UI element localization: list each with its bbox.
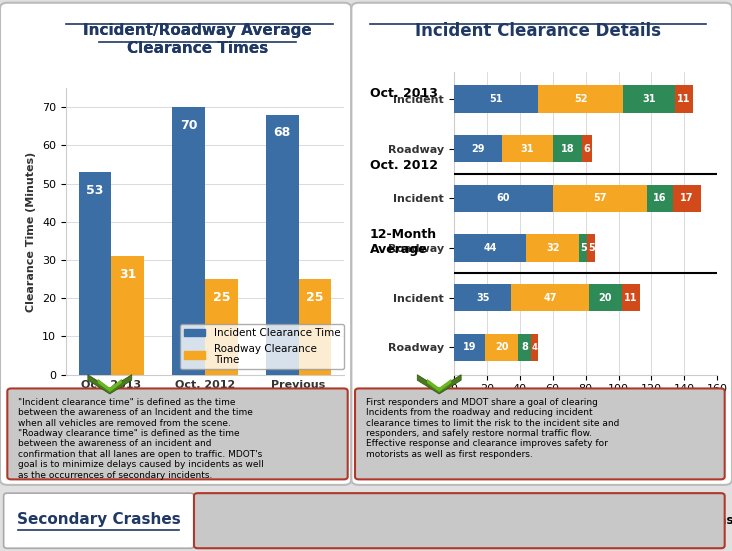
Text: Secondary Crashes.: Secondary Crashes.	[630, 514, 732, 527]
Bar	[624, 85, 675, 113]
Text: 52: 52	[574, 94, 587, 104]
Bar	[622, 284, 640, 311]
Text: 70: 70	[180, 118, 198, 132]
Bar	[583, 135, 592, 163]
Bar	[454, 85, 538, 113]
Bar	[454, 284, 512, 311]
Bar	[646, 185, 673, 212]
Text: 29: 29	[471, 144, 485, 154]
Text: 51: 51	[489, 94, 503, 104]
Bar	[526, 234, 579, 262]
Bar	[518, 333, 531, 361]
Text: Clearance Times: Clearance Times	[127, 41, 268, 56]
Bar	[485, 333, 518, 361]
Text: Incident Clearance Details: Incident Clearance Details	[415, 22, 661, 40]
Bar	[454, 185, 553, 212]
Text: total crashes this month,: total crashes this month,	[303, 514, 459, 527]
Text: 53: 53	[86, 183, 104, 197]
Bar	[172, 107, 205, 375]
Text: Incident/Roadway Average: Incident/Roadway Average	[83, 23, 312, 38]
Bar	[299, 279, 332, 375]
Bar	[538, 85, 624, 113]
Bar	[587, 234, 596, 262]
Text: Oct. 2013: Oct. 2013	[370, 87, 438, 100]
Y-axis label: Clearance Time (Minutes): Clearance Time (Minutes)	[26, 152, 37, 311]
Text: 25: 25	[212, 290, 230, 304]
Text: 16: 16	[653, 193, 666, 203]
Text: 31: 31	[119, 268, 136, 280]
Text: 22 (19 percent): 22 (19 percent)	[487, 514, 579, 527]
Text: 32: 32	[546, 243, 559, 253]
Text: 8: 8	[521, 342, 528, 352]
Bar	[454, 333, 485, 361]
Text: 19: 19	[463, 342, 477, 352]
Text: 44: 44	[483, 243, 497, 253]
Bar	[501, 135, 553, 163]
Bar	[675, 85, 692, 113]
Text: 17: 17	[680, 193, 694, 203]
Bar	[512, 284, 589, 311]
Text: 31: 31	[642, 94, 656, 104]
Text: 11: 11	[677, 94, 690, 104]
Legend: 0-29 Minutes, 30-59 Minutes, 60-119 Minutes, 120+ Minutes: 0-29 Minutes, 30-59 Minutes, 60-119 Minu…	[490, 434, 712, 468]
Bar	[579, 234, 587, 262]
Text: 18: 18	[561, 144, 575, 154]
Text: were: were	[589, 514, 626, 527]
X-axis label: Number of Incidents: Number of Incidents	[522, 400, 649, 410]
Text: 68: 68	[274, 126, 291, 139]
Text: 31: 31	[520, 144, 534, 154]
Text: 5: 5	[588, 243, 594, 253]
Text: First responders and MDOT share a goal of clearing
Incidents from the roadway an: First responders and MDOT share a goal o…	[366, 398, 619, 459]
Bar	[111, 256, 144, 375]
Bar	[553, 135, 582, 163]
Bar	[553, 185, 646, 212]
Bar	[673, 185, 701, 212]
Text: Oct. 2012: Oct. 2012	[370, 159, 438, 172]
Text: 5: 5	[580, 243, 586, 253]
Text: 25: 25	[306, 290, 324, 304]
Text: Out of the: Out of the	[208, 514, 272, 527]
Bar	[205, 279, 238, 375]
Text: 116: 116	[283, 514, 305, 527]
Text: 20: 20	[495, 342, 508, 352]
Text: 47: 47	[543, 293, 557, 302]
Text: 60: 60	[496, 193, 510, 203]
Text: 12-Month
Average: 12-Month Average	[370, 229, 437, 256]
Text: 57: 57	[593, 193, 606, 203]
Bar	[589, 284, 622, 311]
Bar	[531, 333, 538, 361]
Bar	[454, 135, 501, 163]
Text: 4: 4	[531, 343, 537, 352]
Text: 20: 20	[599, 293, 612, 302]
Text: 6: 6	[584, 144, 591, 154]
Text: "Incident clearance time" is defined as the time
between the awareness of an Inc: "Incident clearance time" is defined as …	[18, 398, 264, 479]
Text: Secondary Crashes: Secondary Crashes	[17, 511, 181, 527]
Bar	[454, 234, 526, 262]
Bar	[78, 172, 111, 375]
Legend: Incident Clearance Time, Roadway Clearance
Time: Incident Clearance Time, Roadway Clearan…	[180, 325, 344, 370]
Text: 35: 35	[476, 293, 490, 302]
Text: 11: 11	[624, 293, 638, 302]
Bar	[266, 115, 299, 375]
Text: Incident/Roadway Average: Incident/Roadway Average	[83, 23, 312, 38]
Text: Clearance Times: Clearance Times	[127, 41, 268, 56]
